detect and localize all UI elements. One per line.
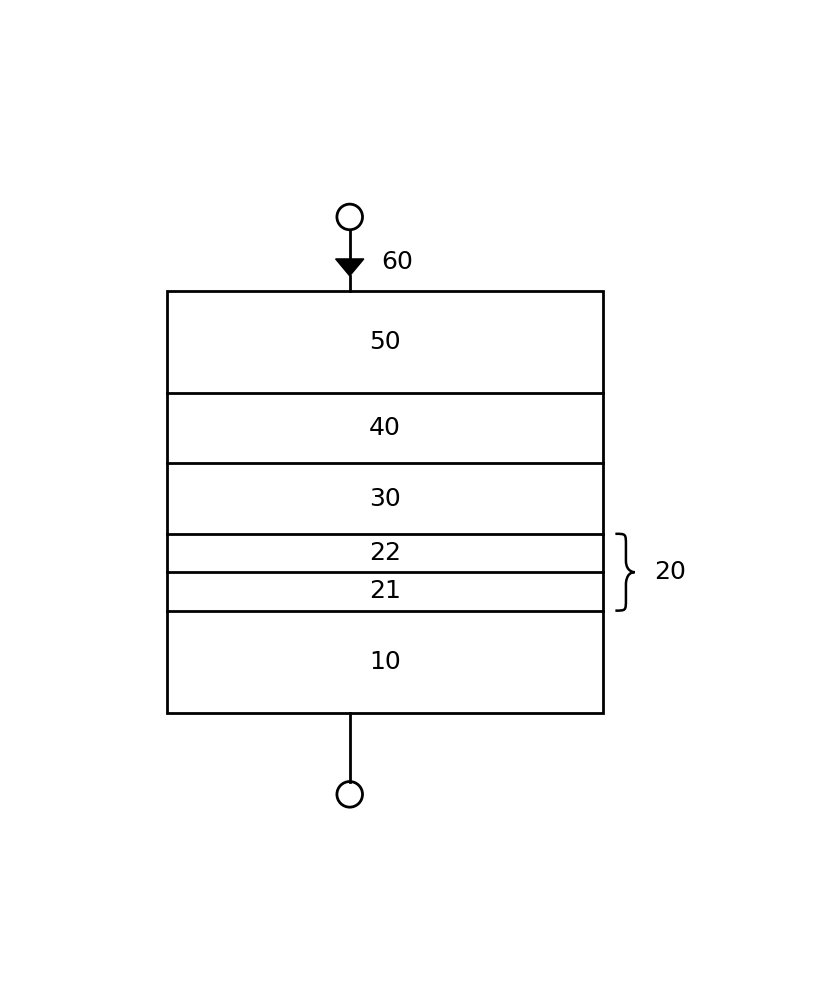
Text: 40: 40 bbox=[369, 416, 401, 440]
Text: 21: 21 bbox=[369, 579, 401, 603]
Text: 22: 22 bbox=[369, 541, 401, 565]
Text: 60: 60 bbox=[382, 250, 414, 274]
Text: 50: 50 bbox=[369, 330, 401, 354]
Bar bbox=[167, 291, 603, 713]
Text: 20: 20 bbox=[654, 560, 686, 584]
Text: 10: 10 bbox=[369, 650, 401, 674]
Text: 30: 30 bbox=[369, 487, 401, 511]
Polygon shape bbox=[335, 259, 363, 276]
